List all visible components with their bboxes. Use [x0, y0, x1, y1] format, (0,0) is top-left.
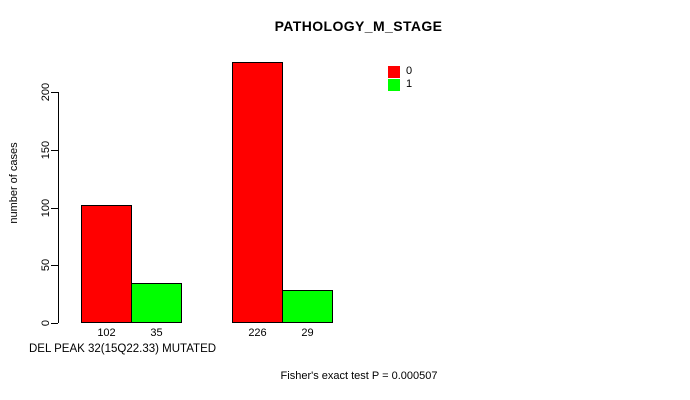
bar-value-label: 226 [248, 327, 267, 339]
legend-item: 0 [388, 65, 412, 78]
y-axis-line [58, 92, 59, 323]
y-axis-tick-label: 100 [40, 198, 52, 218]
bar-series-0-group-1 [81, 205, 132, 323]
legend: 0 1 [388, 65, 412, 91]
y-axis-tick-label: 200 [40, 82, 52, 102]
bar-value-label: 102 [97, 327, 116, 339]
y-axis-tick-label: 0 [40, 319, 52, 327]
chart-title: PATHOLOGY_M_STAGE [274, 18, 443, 34]
legend-swatch-1 [388, 78, 400, 91]
y-axis-tick [51, 150, 58, 151]
y-axis-tick [51, 265, 58, 266]
bar-series-1-group-1 [131, 283, 182, 323]
bar-value-label: 29 [301, 327, 314, 339]
y-axis-tick [51, 92, 58, 93]
x-axis-title: DEL PEAK 32(15Q22.33) MUTATED [29, 343, 217, 355]
stat-annotation: Fisher's exact test P = 0.000507 [280, 370, 438, 382]
legend-label-0: 0 [406, 65, 413, 77]
y-axis-tick [51, 323, 58, 324]
y-axis-tick-label: 50 [40, 258, 52, 272]
y-axis-tick [51, 208, 58, 209]
legend-item: 1 [388, 78, 412, 91]
y-axis-tick-label: 150 [40, 140, 52, 160]
legend-label-1: 1 [406, 78, 413, 90]
bar-series-0-group-2 [232, 62, 283, 323]
bar-value-label: 35 [150, 327, 163, 339]
bar-series-1-group-2 [282, 290, 333, 323]
y-axis-title: number of cases [8, 142, 20, 224]
legend-swatch-0 [388, 65, 400, 78]
